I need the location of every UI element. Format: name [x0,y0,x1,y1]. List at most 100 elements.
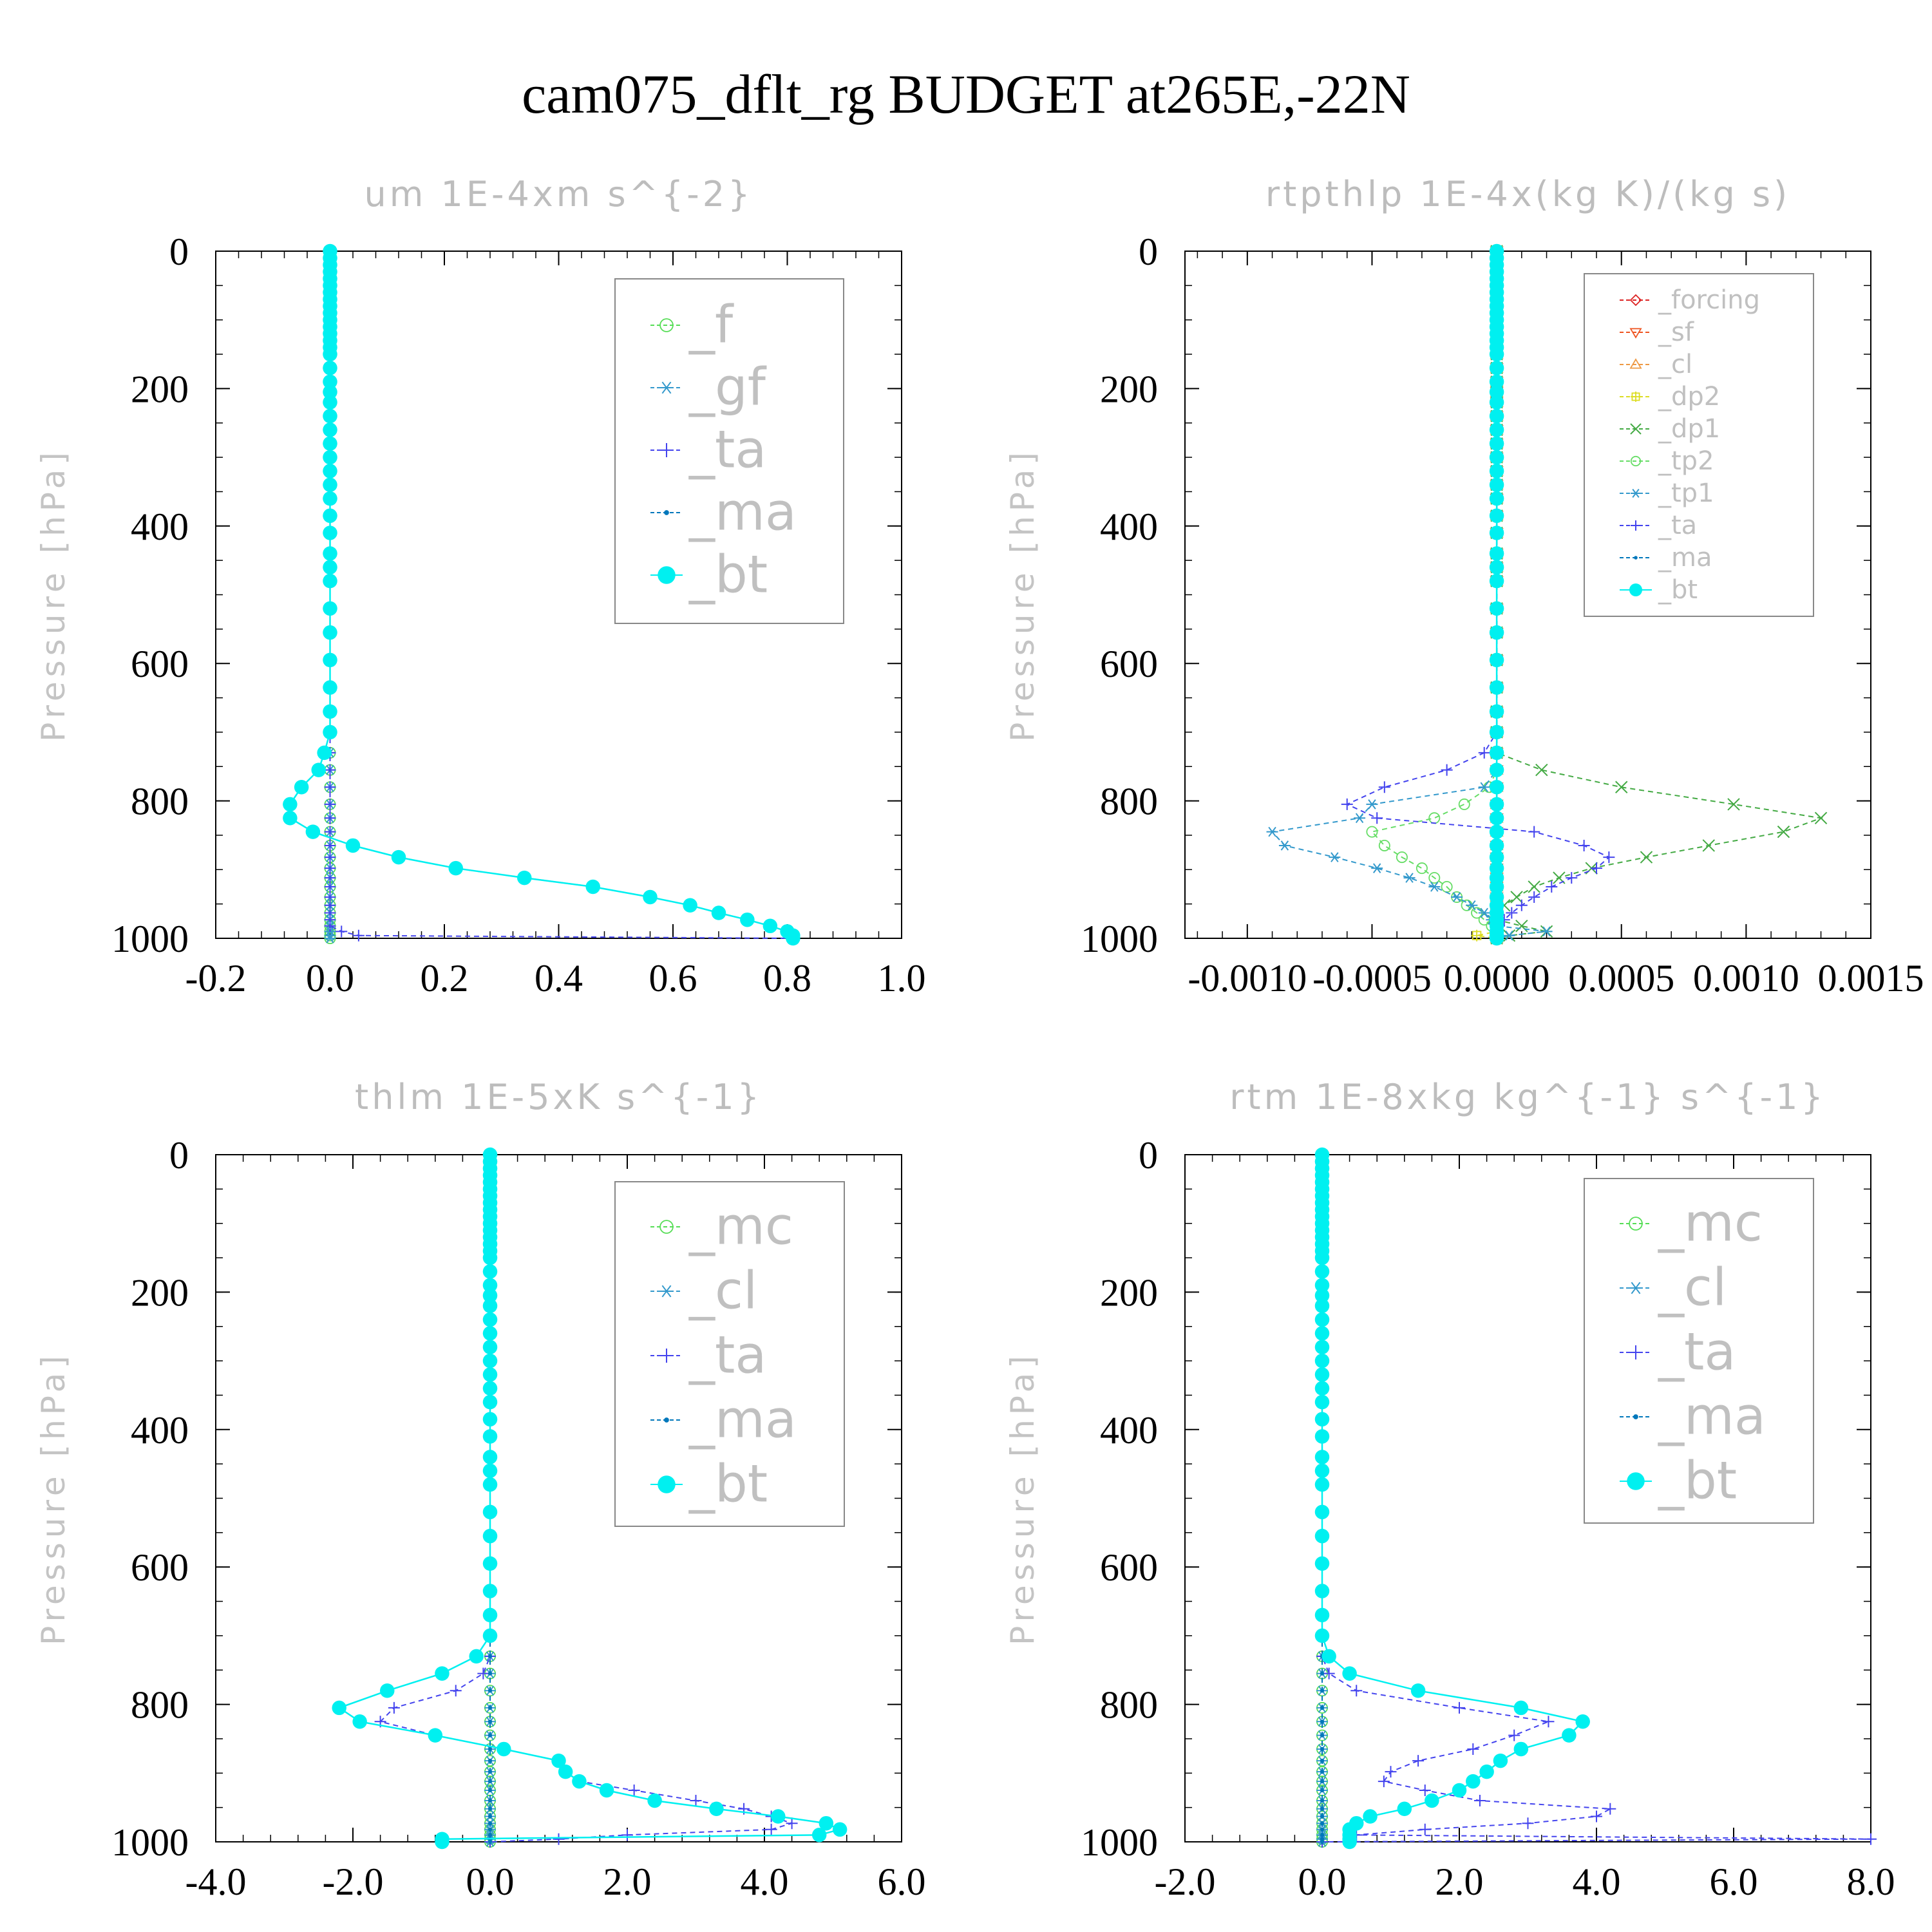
x-tick-label: 0.0015 [1818,957,1924,999]
data-point [1366,826,1378,838]
data-point [1489,491,1504,506]
x-tick-label: 1.0 [878,957,926,999]
y-tick-label: 200 [131,368,189,410]
data-point [497,1741,511,1757]
data-point [323,477,337,493]
y-tick-label: 600 [1100,1546,1158,1589]
data-point [1814,811,1828,824]
y-axis-label: Pressure [hPa] [1004,448,1041,742]
data-point [1604,1803,1616,1815]
data-point [323,704,337,719]
data-point [435,1834,450,1850]
data-point [711,905,726,920]
data-point [1489,384,1504,399]
legend-label: _ma [688,1389,797,1449]
data-point [324,851,336,864]
data-point [628,1784,640,1796]
data-point [690,1794,702,1806]
data-point [1489,780,1504,795]
data-point [1278,840,1291,851]
data-point [482,1353,498,1368]
data-point [1471,929,1483,942]
legend-box [614,1181,845,1527]
data-point [1510,891,1523,904]
legend-marker [659,1220,674,1234]
x-tick-label: 4.0 [741,1861,789,1903]
data-point [1314,1340,1330,1355]
data-point [1466,900,1478,911]
data-point [1489,601,1504,616]
data-point [482,1326,498,1341]
data-point [1314,1607,1330,1623]
data-point [1419,1784,1431,1796]
data-point [1320,1747,1325,1752]
data-point [388,1701,400,1714]
data-point [1489,450,1504,465]
data-point [324,933,336,943]
data-point [1489,526,1504,540]
legend-label: _cl [1658,1257,1727,1317]
data-point [1410,1683,1426,1698]
y-axis-label: Pressure [hPa] [1004,1351,1041,1645]
data-point [1575,1714,1590,1729]
data-point [1341,798,1353,810]
data-point [683,898,697,913]
legend-marker [658,566,676,584]
data-point [1489,724,1504,740]
y-tick-label: 800 [1100,781,1158,823]
data-point [482,1607,498,1623]
data-point [488,1827,493,1832]
data-point [488,1689,493,1693]
legend-label: _tp2 [1658,446,1714,476]
data-point [1489,652,1504,668]
data-point [488,1705,493,1710]
y-tick-label: 600 [131,1546,189,1589]
x-tick-label: -2.0 [323,1861,384,1903]
data-point [1320,1833,1325,1837]
legend-marker [1630,455,1642,467]
data-point [1396,851,1408,864]
legend-box [1584,273,1814,617]
data-point [1489,422,1504,437]
data-point [1314,1312,1330,1327]
data-point [1489,931,1504,946]
data-point [811,1828,827,1842]
legend-label: _bt [688,1454,768,1513]
legend-marker [659,1349,674,1363]
legend-marker [1629,583,1642,596]
data-point [380,1683,395,1698]
data-point [709,1801,724,1817]
data-point [585,879,600,895]
data-point [1566,872,1578,884]
data-point [1591,862,1602,875]
panel-title: thlm 1E-5xK s^{-1} [355,1077,762,1117]
y-axis-label: Pressure [hPa] [35,448,72,742]
data-point [324,764,336,776]
data-point [1428,872,1441,884]
data-point [324,798,336,810]
data-point [1489,762,1504,777]
data-point [1323,1667,1335,1680]
data-point [1314,1288,1330,1303]
data-point [1489,408,1504,424]
data-point [1562,1728,1577,1743]
x-tick-label: 0.0000 [1444,957,1550,999]
data-point [1615,781,1628,793]
y-tick-label: 400 [1100,1409,1158,1452]
y-tick-label: 0 [169,1134,189,1177]
legend-label: _sf [1658,317,1694,347]
data-point [324,826,336,838]
data-point [572,1774,587,1789]
data-point [1378,1776,1390,1788]
data-point [1314,1477,1330,1492]
data-point [1403,873,1416,883]
data-point [352,929,365,942]
legend-label: _ta [688,419,766,479]
legend-marker [1631,520,1641,531]
data-point [488,1733,493,1738]
data-point [488,1770,493,1774]
data-point [323,346,337,362]
data-point [482,1394,498,1410]
data-point [482,1450,498,1464]
data-point [1466,1774,1481,1789]
